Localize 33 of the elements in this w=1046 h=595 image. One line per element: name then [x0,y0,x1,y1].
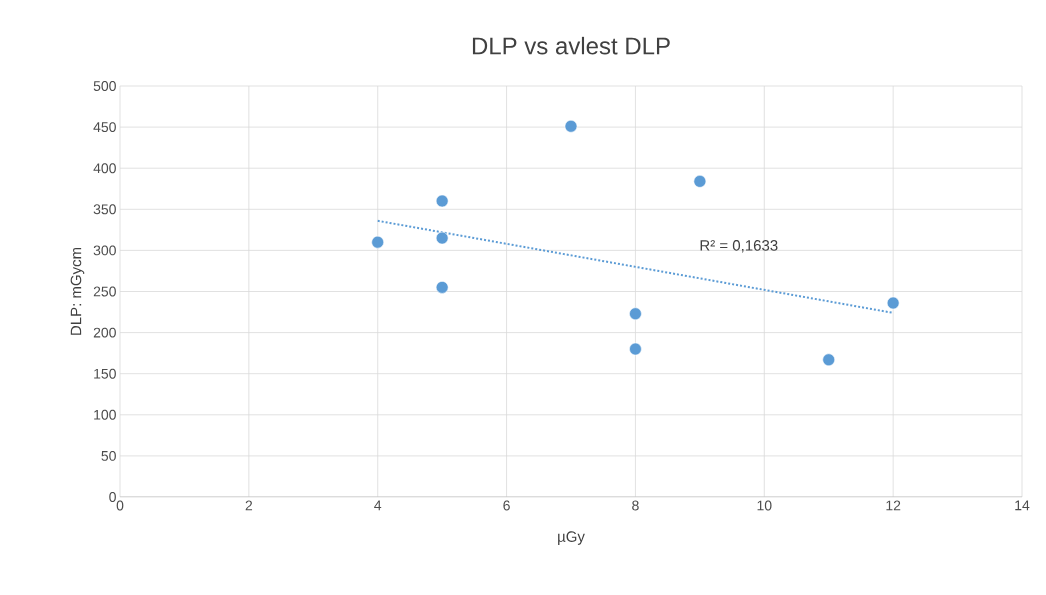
point [435,231,449,245]
y-tick-label: 300 [93,245,116,256]
x-tick-label: 0 [116,500,124,511]
y-tick-label: 500 [93,81,116,91]
x-tick-label: 12 [886,500,901,511]
y-tick-label: 250 [93,286,116,297]
point [822,353,836,367]
x-tick-label: 14 [1015,500,1030,511]
point [435,194,449,208]
point [629,307,642,320]
y-tick-label: 200 [93,327,116,338]
y-tick-label: 450 [93,122,116,133]
point [693,175,707,188]
y-tick-label: 150 [94,368,116,379]
y-tick-label: 400 [93,163,116,174]
point [371,235,385,249]
y-tick-label: 0 [109,492,116,502]
x-tick-label: 10 [757,500,772,511]
y-tick-label: 100 [94,409,116,420]
point [886,296,900,310]
x-tick-label: 2 [245,500,253,511]
x-tick-label: 8 [632,500,639,511]
y-axis-title: DLP: mGycm [70,247,85,335]
x-tick-label: 6 [503,500,510,511]
annotation: R² = 0,1633 [700,240,778,253]
x-tick-label: 4 [374,500,382,511]
point [629,342,642,356]
y-tick-label: 350 [93,204,116,215]
point [564,119,578,133]
chart-title: DLP vs avlest DLP [472,36,670,55]
y-tick-label: 50 [101,450,116,461]
point [435,281,449,294]
x-axis-title: µGy [558,531,585,545]
